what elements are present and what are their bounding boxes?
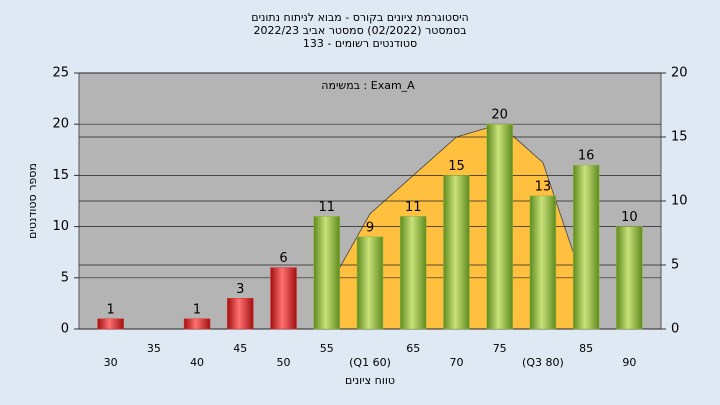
bar bbox=[313, 216, 340, 330]
title-line: בסמסטר (02/2022) סמסטר אביב 2022/23 bbox=[253, 24, 466, 37]
bar bbox=[616, 226, 643, 330]
x-tick-label: 75 bbox=[493, 342, 507, 355]
bar bbox=[183, 318, 211, 330]
title-line: סטודנטים רשומים - 133 bbox=[303, 37, 417, 50]
x-axis-label: טווח ציונים bbox=[345, 374, 395, 387]
value-label: 20 bbox=[491, 108, 508, 123]
x-tick-label: 45 bbox=[233, 342, 247, 355]
x-tick-label: (Q1 60) bbox=[349, 356, 391, 369]
y-axis-label: מספר סטודנטים bbox=[26, 163, 39, 239]
value-label: 11 bbox=[318, 200, 335, 215]
x-tick-label: (Q3 80) bbox=[522, 356, 564, 369]
y2-tick-label: 15 bbox=[671, 130, 688, 145]
y-tick-label: 10 bbox=[52, 219, 69, 234]
bar bbox=[400, 216, 427, 330]
value-label: 3 bbox=[236, 282, 244, 297]
value-label: 6 bbox=[279, 251, 287, 266]
y2-tick-label: 5 bbox=[671, 258, 679, 273]
y2-tick-label: 0 bbox=[671, 322, 679, 337]
x-tick-label: 50 bbox=[277, 356, 291, 369]
y2-tick-label: 20 bbox=[671, 66, 688, 81]
x-tick-label: 55 bbox=[320, 342, 334, 355]
y-tick-label: 20 bbox=[52, 117, 69, 132]
bar bbox=[227, 298, 254, 330]
x-tick-label: 65 bbox=[406, 342, 420, 355]
annotation: במשימה : Exam_A bbox=[321, 79, 415, 92]
value-label: 13 bbox=[535, 179, 552, 194]
bar bbox=[270, 267, 297, 330]
bar bbox=[97, 318, 124, 330]
title-line: היסטוגרמת ציונים בקורס - מבוא לניתוח נתו… bbox=[251, 11, 468, 24]
x-tick-label: 70 bbox=[449, 356, 463, 369]
bar bbox=[529, 195, 557, 330]
bar bbox=[356, 236, 384, 330]
x-tick-label: 90 bbox=[622, 356, 636, 369]
bar bbox=[443, 175, 470, 330]
x-tick-label: 40 bbox=[190, 356, 204, 369]
bar bbox=[486, 123, 513, 330]
value-label: 15 bbox=[448, 159, 465, 174]
x-tick-label: 30 bbox=[104, 356, 118, 369]
value-label: 10 bbox=[621, 210, 638, 225]
y-tick-label: 15 bbox=[52, 168, 69, 183]
y2-tick-label: 10 bbox=[671, 194, 688, 209]
value-label: 1 bbox=[193, 302, 201, 317]
value-label: 16 bbox=[578, 149, 595, 164]
y-tick-label: 25 bbox=[52, 66, 69, 81]
value-label: 11 bbox=[405, 200, 422, 215]
x-tick-label: 35 bbox=[147, 342, 161, 355]
x-tick-label: 85 bbox=[579, 342, 593, 355]
y-tick-label: 0 bbox=[61, 322, 69, 337]
value-label: 9 bbox=[366, 220, 374, 235]
value-label: 1 bbox=[106, 302, 114, 317]
bar bbox=[572, 164, 600, 330]
y-tick-label: 5 bbox=[61, 270, 69, 285]
